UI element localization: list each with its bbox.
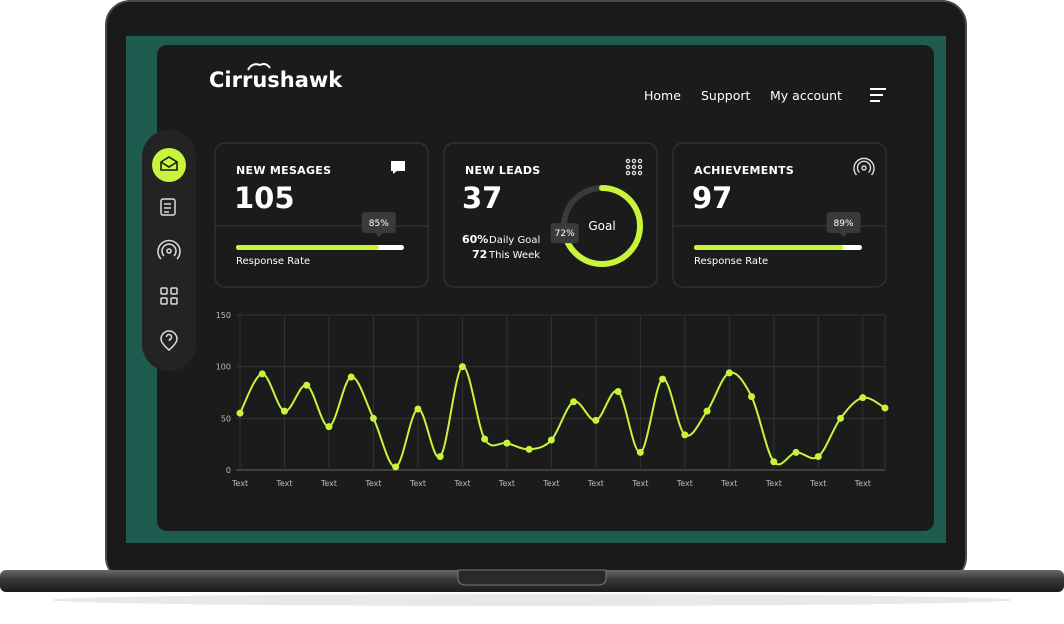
daily-text: Daily Goal (489, 235, 540, 246)
point (681, 431, 689, 439)
x-tick-label: Text (409, 479, 426, 488)
x-tick-label: Text (809, 479, 826, 488)
tooltip-label: 72% (555, 229, 575, 239)
chat-icon (391, 161, 405, 174)
x-tick-label: Text (720, 479, 737, 488)
point (592, 416, 600, 424)
point (347, 373, 355, 381)
week-text: This Week (488, 250, 540, 261)
point (325, 423, 333, 431)
point (503, 439, 511, 447)
x-tick-label: Text (453, 479, 470, 488)
mail-icon (160, 156, 178, 171)
grid-icon[interactable] (160, 287, 178, 305)
nav-link[interactable]: Support (701, 88, 751, 103)
signal-icon[interactable] (157, 239, 181, 260)
x-tick-label: Text (854, 479, 871, 488)
point (614, 387, 622, 395)
tooltip (361, 212, 396, 233)
y-tick-label: 0 (226, 466, 231, 475)
nav-link[interactable]: My account (770, 88, 842, 103)
point (570, 398, 578, 406)
card (443, 142, 658, 288)
point (814, 453, 822, 461)
card-value: 37 (462, 181, 502, 215)
point (236, 409, 244, 417)
card-value: 97 (692, 181, 732, 215)
card-title: ACHIEVEMENTS (694, 164, 794, 177)
point (748, 393, 756, 401)
card-value: 105 (234, 181, 295, 215)
x-tick-label: Text (498, 479, 515, 488)
doc-icon[interactable] (160, 198, 176, 216)
card (672, 142, 887, 288)
signal-icon (853, 157, 875, 176)
card-caption: Response Rate (694, 256, 768, 267)
x-tick-label: Text (676, 479, 693, 488)
logo: Cirrushawk (209, 68, 343, 92)
card (214, 142, 429, 288)
x-tick-label: Text (631, 479, 648, 488)
logo-cloud (247, 63, 271, 71)
progress-bar (694, 245, 844, 250)
point (703, 407, 711, 415)
point (770, 458, 778, 466)
nav-link[interactable]: Home (644, 88, 681, 103)
point (881, 404, 889, 412)
card-bars: 85% 89% 72% (236, 185, 862, 267)
progress-bar (236, 245, 379, 250)
menu-icon[interactable] (870, 88, 886, 102)
x-tick-label: Text (231, 479, 248, 488)
nav-icon-active[interactable] (152, 148, 186, 182)
ring-progress (561, 185, 643, 267)
point (303, 381, 311, 389)
x-tick-label: Text (364, 479, 381, 488)
point (458, 363, 466, 371)
point (525, 445, 533, 453)
line-chart: 0 50 100 150 Text Text Text Text Text Text Text Tex… (216, 311, 889, 488)
week-value: 72 (472, 248, 487, 261)
location-icon[interactable] (160, 330, 178, 351)
apps-icon (625, 158, 643, 176)
y-tick-label: 150 (216, 311, 231, 320)
point (481, 435, 489, 443)
point (436, 453, 444, 461)
point (659, 375, 667, 383)
tooltip-tail (839, 233, 848, 237)
x-tick-label: Text (765, 479, 782, 488)
y-tick-label: 100 (216, 363, 231, 372)
tooltip-label: 85% (369, 219, 389, 229)
point (859, 394, 867, 402)
tooltip-tail (374, 233, 383, 237)
point (280, 407, 288, 415)
tooltip (550, 223, 579, 244)
point (392, 463, 400, 471)
x-tick-label: Text (587, 479, 604, 488)
y-tick-label: 50 (221, 414, 231, 423)
tooltip (826, 212, 861, 233)
card-caption: Response Rate (236, 256, 310, 267)
point (725, 369, 733, 377)
goal-text: Goal (588, 219, 615, 233)
x-tick-label: Text (320, 479, 337, 488)
point (414, 405, 422, 413)
card-title: NEW MESAGES (236, 164, 331, 177)
point (837, 414, 845, 422)
point (636, 448, 644, 456)
x-tick-label: Text (542, 479, 559, 488)
x-tick-label: Text (275, 479, 292, 488)
card-title: NEW LEADS (465, 164, 540, 177)
sidebar (142, 130, 196, 371)
point (547, 436, 555, 444)
notch (457, 569, 607, 586)
shadow (52, 594, 1012, 606)
point (258, 370, 266, 378)
tooltip-label: 89% (834, 219, 854, 229)
point (369, 414, 377, 422)
dashboard (157, 45, 934, 531)
point (792, 448, 800, 456)
daily-pct: 60% (462, 233, 488, 246)
